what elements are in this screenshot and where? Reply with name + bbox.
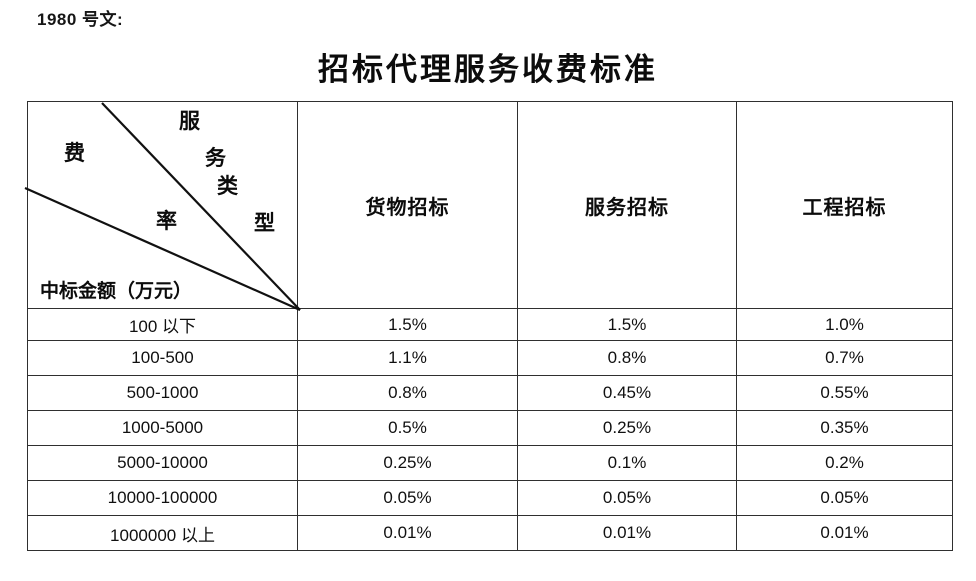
fee-value-goods: 0.05% [297, 480, 518, 516]
fee-value-goods: 0.01% [297, 515, 518, 551]
diagonal-corner-cell: 费 服 务 类 率 型 中标金额（万元） [24, 101, 301, 312]
corner-label-service-type-char-3: 类 [217, 174, 238, 198]
header-row: 费 服 务 类 率 型 中标金额（万元） 货物招标 服务招标 工程招标 [24, 101, 953, 312]
fee-value-service: 0.25% [517, 410, 737, 446]
fee-value-goods: 0.5% [297, 410, 518, 446]
fee-rate-table: 费 服 务 类 率 型 中标金额（万元） 货物招标 服务招标 工程招标 100 … [24, 101, 953, 551]
table-row: 1000-5000 0.5% 0.25% 0.35% [27, 410, 953, 446]
corner-label-fee-char: 费 [64, 141, 85, 165]
fee-value-engineering: 1.0% [736, 308, 953, 341]
fee-value-goods: 1.5% [297, 308, 518, 341]
table-row: 500-1000 0.8% 0.45% 0.55% [27, 375, 953, 411]
row-label-amount-range: 10000-100000 [27, 480, 298, 516]
page-title: 招标代理服务收费标准 [318, 52, 658, 87]
diagonal-divider-lines [24, 102, 301, 312]
fee-value-engineering: 0.05% [736, 480, 953, 516]
fee-value-service: 0.01% [517, 515, 737, 551]
document-ref-number: 1980 号文: [37, 10, 124, 29]
column-header-service-bidding: 服务招标 [517, 101, 737, 309]
fee-value-engineering: 0.35% [736, 410, 953, 446]
column-header-goods-bidding: 货物招标 [297, 101, 518, 309]
fee-value-goods: 0.25% [297, 445, 518, 481]
fee-value-service: 0.8% [517, 340, 737, 376]
corner-label-rate-char: 率 [156, 209, 177, 233]
row-label-amount-range: 1000000 以上 [27, 515, 298, 551]
row-label-amount-range: 5000-10000 [27, 445, 298, 481]
fee-value-goods: 0.8% [297, 375, 518, 411]
row-label-amount-range: 1000-5000 [27, 410, 298, 446]
corner-label-service-type-char-1: 服 [179, 109, 200, 133]
fee-value-engineering: 0.55% [736, 375, 953, 411]
table-row: 1000000 以上 0.01% 0.01% 0.01% [27, 515, 953, 551]
table-row: 5000-10000 0.25% 0.1% 0.2% [27, 445, 953, 481]
fee-value-engineering: 0.7% [736, 340, 953, 376]
table-row: 10000-100000 0.05% 0.05% 0.05% [27, 480, 953, 516]
fee-value-service: 0.05% [517, 480, 737, 516]
row-label-amount-range: 100 以下 [27, 308, 298, 341]
fee-value-service: 0.45% [517, 375, 737, 411]
fee-value-service: 1.5% [517, 308, 737, 341]
corner-label-service-type-char-4: 型 [254, 211, 275, 235]
table-row: 100-500 1.1% 0.8% 0.7% [27, 340, 953, 376]
table-row: 100 以下 1.5% 1.5% 1.0% [27, 308, 953, 341]
fee-value-goods: 1.1% [297, 340, 518, 376]
corner-label-bid-amount: 中标金额（万元） [40, 281, 193, 303]
fee-value-engineering: 0.2% [736, 445, 953, 481]
column-header-engineering-bidding: 工程招标 [736, 101, 953, 309]
fee-value-engineering: 0.01% [736, 515, 953, 551]
fee-value-service: 0.1% [517, 445, 737, 481]
row-label-amount-range: 500-1000 [27, 375, 298, 411]
corner-label-service-type-char-2: 务 [205, 146, 226, 170]
row-label-amount-range: 100-500 [27, 340, 298, 376]
